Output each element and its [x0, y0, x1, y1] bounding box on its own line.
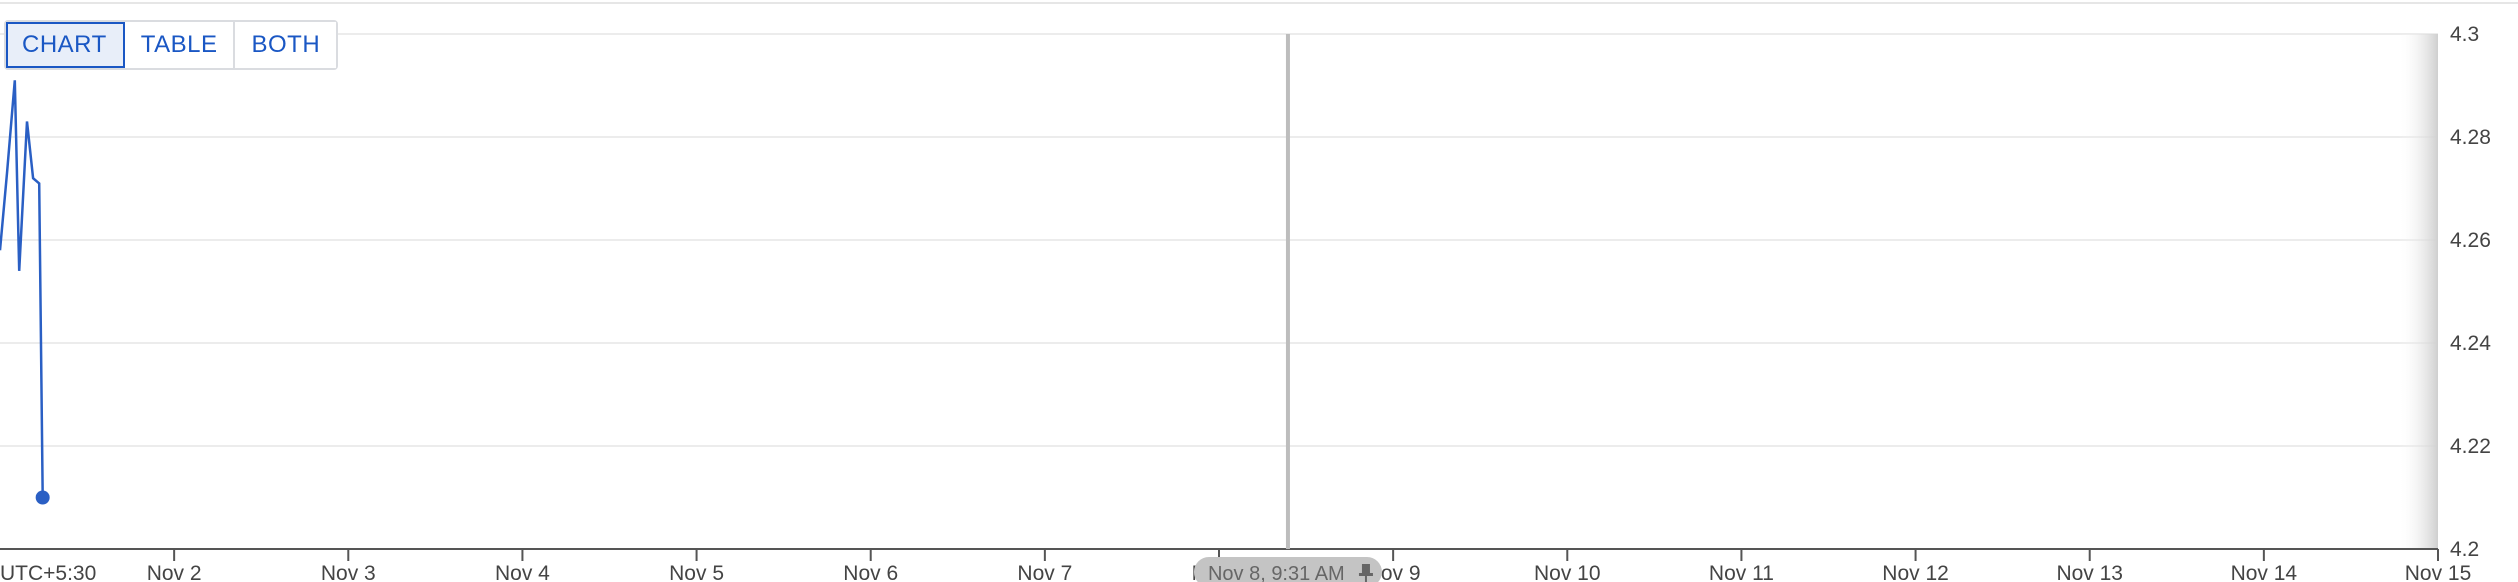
x-tick-label: Nov 11: [1709, 562, 1774, 582]
x-tick-label: Nov 13: [2056, 562, 2123, 582]
timezone-label: UTC+5:30: [0, 562, 96, 582]
x-tick-label: Nov 3: [321, 562, 376, 582]
right-edge-shade: [2398, 34, 2438, 548]
series-line: [0, 80, 44, 498]
pin-icon[interactable]: [1358, 564, 1373, 582]
x-tick-label: Nov 15: [2405, 562, 2472, 582]
x-tick-label: Nov 14: [2231, 562, 2298, 582]
x-tick-label: Nov 4: [495, 562, 550, 582]
y-tick-label: 4.26: [2450, 229, 2491, 252]
table-view-button[interactable]: TABLE: [124, 22, 236, 68]
last-data-point[interactable]: [35, 490, 50, 505]
x-tick-label: Nov 10: [1534, 562, 1601, 582]
y-tick-label: 4.2: [2450, 538, 2479, 561]
grid-lines: [0, 2, 2518, 447]
both-view-button[interactable]: BOTH: [235, 22, 337, 68]
y-tick-label: 4.22: [2450, 435, 2491, 458]
y-tick-label: 4.24: [2450, 332, 2491, 355]
chart-view-button[interactable]: CHART: [6, 22, 125, 68]
time-marker-pill: [1193, 557, 1382, 582]
x-tick-label: Nov 2: [147, 562, 202, 582]
x-tick-label: Nov 7: [1017, 562, 1072, 582]
y-tick-label: 4.3: [2450, 23, 2479, 46]
y-axis-ticks: 4.3 4.28 4.26 4.24 4.22 4.2: [2450, 23, 2491, 561]
time-marker-label[interactable]: Nov 8, 9:31 AM: [1193, 557, 1382, 582]
x-tick-label: Nov 5: [669, 562, 724, 582]
view-toggle: CHART TABLE BOTH: [4, 20, 339, 70]
x-tick-label: Nov 6: [843, 562, 898, 582]
x-tick-label: Nov 12: [1882, 562, 1949, 582]
time-marker-text: Nov 8, 9:31 AM: [1208, 563, 1345, 582]
y-tick-label: 4.28: [2450, 126, 2491, 149]
